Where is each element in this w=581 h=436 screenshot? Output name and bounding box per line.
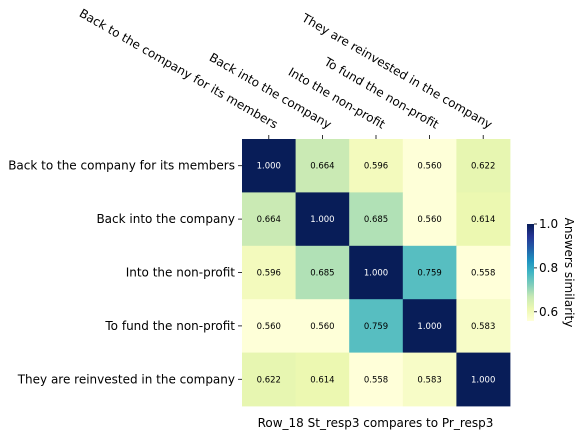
heatmap-cells: 1.000 0.664 0.596 0.560 0.622 0.664 1.000 0.685… [242, 139, 511, 407]
row-labels: Back to the company for its members Back … [8, 159, 235, 387]
cell-value-label: 0.622 [257, 375, 281, 385]
heatmap-cell [295, 139, 350, 193]
heatmap-cell [402, 299, 457, 353]
heatmap-cell [295, 299, 350, 353]
cell-value-label: 0.560 [257, 322, 281, 332]
colorbar-tick-label: 1.0 [539, 217, 558, 231]
cell-value-label: 0.614 [310, 375, 334, 385]
heatmap-cell [295, 245, 350, 300]
heatmap-cell [456, 299, 511, 353]
axis-ticks [238, 135, 484, 380]
heatmap-cell [456, 192, 511, 247]
row-label: They are reinvested in the company [17, 372, 235, 386]
heatmap-cell [456, 352, 511, 407]
column-label: They are reinvested in the company [299, 10, 495, 131]
row-label: Back to the company for its members [8, 159, 235, 173]
cell-value-label: 0.583 [417, 375, 441, 385]
heatmap-cell [402, 192, 457, 247]
heatmap-cell [242, 352, 296, 407]
x-axis-label: Row_18 St_resp3 compares to Pr_resp3 [258, 416, 494, 430]
column-label: Back to the company for its members [77, 6, 280, 132]
row-label: Back into the company [96, 212, 235, 226]
colorbar-label: Answers similarity [562, 218, 576, 328]
column-labels: Back to the company for its membersBack … [77, 6, 495, 132]
heatmap-cell [295, 352, 350, 407]
cell-value-label: 0.560 [310, 322, 334, 332]
cell-value-label: 0.560 [417, 215, 441, 225]
heatmap-cell [242, 245, 296, 300]
heatmap-cell [402, 352, 457, 407]
cell-value-label: 0.759 [417, 269, 441, 279]
cell-value-label: 0.560 [417, 162, 441, 172]
cell-value-label: 1.000 [364, 269, 388, 279]
row-label: Into the non-profit [126, 266, 236, 280]
cell-value-label: 0.558 [364, 375, 388, 385]
cell-value-label: 0.664 [310, 162, 334, 172]
colorbar: 0.6 0.8 1.0 Answers similarity [527, 217, 576, 327]
heatmap-cell [349, 245, 404, 300]
heatmap-cell [349, 192, 404, 247]
colorbar-tick-label: 0.8 [539, 261, 558, 275]
cell-value-label: 1.000 [471, 375, 495, 385]
row-label: To fund the non-profit [104, 319, 235, 333]
cell-value-label: 0.664 [257, 215, 281, 225]
cell-value-label: 0.685 [364, 215, 388, 225]
cell-value-label: 0.759 [364, 322, 388, 332]
cell-value-label: 0.622 [471, 162, 495, 172]
heatmap-cell [295, 192, 350, 247]
heatmap-cell [456, 139, 511, 193]
cell-value-label: 1.000 [257, 162, 281, 172]
heatmap-cell [242, 299, 296, 353]
cell-value-label: 0.596 [364, 162, 388, 172]
heatmap-cell [349, 139, 404, 193]
cell-value-label: 0.583 [471, 322, 495, 332]
cell-value-label: 1.000 [417, 322, 441, 332]
heatmap-cell [456, 245, 511, 300]
colorbar-tick-label: 0.6 [539, 305, 558, 319]
colorbar-gradient [527, 224, 534, 321]
heatmap-cell [402, 245, 457, 300]
cell-value-label: 0.596 [257, 269, 281, 279]
colorbar-ticks: 0.6 0.8 1.0 [534, 217, 558, 319]
heatmap-cell [349, 299, 404, 353]
cell-value-label: 1.000 [310, 215, 334, 225]
heatmap-cell [242, 139, 296, 193]
heatmap-cell [349, 352, 404, 407]
heatmap-cell [402, 139, 457, 193]
cell-value-label: 0.685 [310, 269, 334, 279]
cell-value-label: 0.614 [471, 215, 495, 225]
cell-value-label: 0.558 [471, 269, 495, 279]
heatmap-cell [242, 192, 296, 247]
